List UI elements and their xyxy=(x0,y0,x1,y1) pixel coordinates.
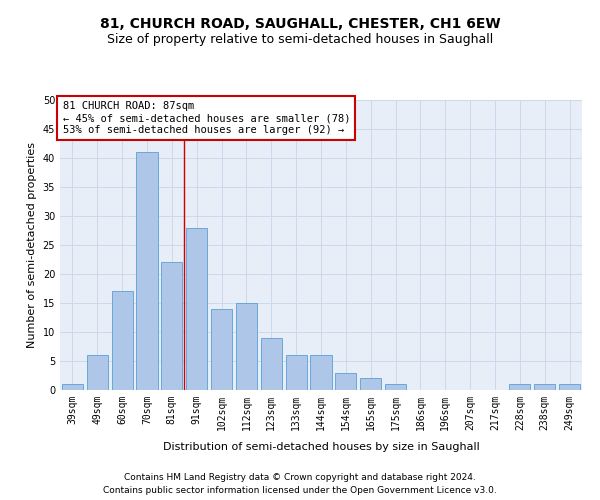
Text: Contains public sector information licensed under the Open Government Licence v3: Contains public sector information licen… xyxy=(103,486,497,495)
Bar xyxy=(236,303,257,390)
Text: 81, CHURCH ROAD, SAUGHALL, CHESTER, CH1 6EW: 81, CHURCH ROAD, SAUGHALL, CHESTER, CH1 … xyxy=(100,18,500,32)
Bar xyxy=(186,228,207,390)
Bar xyxy=(87,355,108,390)
Bar xyxy=(385,384,406,390)
Text: 81 CHURCH ROAD: 87sqm
← 45% of semi-detached houses are smaller (78)
53% of semi: 81 CHURCH ROAD: 87sqm ← 45% of semi-deta… xyxy=(62,102,350,134)
Bar xyxy=(310,355,332,390)
Text: Contains HM Land Registry data © Crown copyright and database right 2024.: Contains HM Land Registry data © Crown c… xyxy=(124,472,476,482)
Bar xyxy=(360,378,381,390)
Text: Size of property relative to semi-detached houses in Saughall: Size of property relative to semi-detach… xyxy=(107,32,493,46)
Bar xyxy=(112,292,133,390)
Bar xyxy=(136,152,158,390)
Bar xyxy=(62,384,83,390)
Bar xyxy=(534,384,555,390)
Bar xyxy=(211,309,232,390)
Bar xyxy=(559,384,580,390)
Bar xyxy=(286,355,307,390)
Bar xyxy=(335,372,356,390)
Bar xyxy=(509,384,530,390)
Text: Distribution of semi-detached houses by size in Saughall: Distribution of semi-detached houses by … xyxy=(163,442,479,452)
Bar xyxy=(261,338,282,390)
Bar xyxy=(161,262,182,390)
Y-axis label: Number of semi-detached properties: Number of semi-detached properties xyxy=(27,142,37,348)
